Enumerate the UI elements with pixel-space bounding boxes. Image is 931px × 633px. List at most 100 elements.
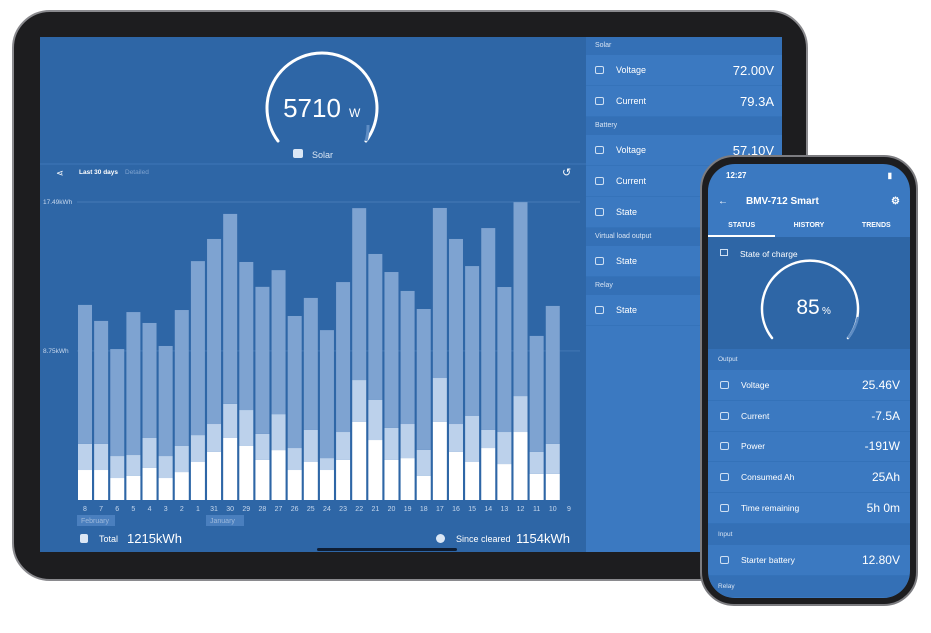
row-icon (720, 504, 729, 513)
bar-segment (529, 473, 544, 500)
soc-value: 85 (796, 296, 819, 319)
row-icon (595, 97, 604, 105)
row-value: -191W (864, 439, 900, 454)
bar-segment (94, 443, 109, 471)
tab[interactable]: Detailed (125, 169, 149, 176)
bar-segment (400, 290, 415, 425)
bar-segment (126, 475, 141, 500)
bar-segment (110, 456, 125, 479)
x-tick-label: 30 (226, 506, 234, 513)
bar-segment (432, 378, 447, 422)
value-row[interactable]: State (586, 295, 782, 326)
bar-segment (465, 416, 480, 463)
value-row[interactable]: Time remaining 5h 0m (708, 493, 910, 524)
value-row[interactable]: Voltage 57.10V (586, 135, 782, 166)
row-icon (595, 177, 604, 185)
row-label: Voltage (616, 145, 647, 155)
bar-segment (158, 478, 173, 500)
x-tick-label: 5 (131, 506, 135, 513)
bar-segment (319, 330, 334, 459)
bar-segment (336, 459, 351, 500)
gauge-value: 5710 (283, 93, 341, 123)
tab[interactable]: HISTORY (793, 222, 825, 229)
row-value: 25Ah (871, 470, 900, 485)
row-icon (720, 555, 729, 564)
tab[interactable]: STATUS (708, 216, 776, 237)
bar-segment (529, 451, 544, 474)
value-row[interactable]: Current (586, 166, 782, 197)
bar-segment (207, 451, 222, 500)
row-value: 57.10V (732, 142, 774, 158)
value-row[interactable]: Voltage 25.46V (708, 370, 910, 401)
row-label: State (616, 256, 638, 266)
bar-segment (448, 238, 463, 425)
value-row[interactable]: Current -7.5A (708, 401, 910, 432)
row-icon (720, 380, 729, 389)
x-tick-label: 1 (196, 506, 200, 513)
bar-segment (513, 432, 528, 500)
bar-segment (465, 266, 480, 417)
bar-segment (368, 399, 383, 441)
bar-segment (207, 424, 222, 452)
x-tick-label: 18 (420, 506, 428, 513)
bar-segment (142, 322, 157, 438)
row-icon (595, 146, 604, 154)
bar-segment (352, 208, 367, 381)
bar-segment (465, 462, 480, 500)
back[interactable]: ← (718, 195, 728, 207)
x-tick-label: 16 (452, 506, 460, 513)
value-row[interactable]: State (586, 197, 782, 228)
x-tick-label: 14 (484, 506, 492, 513)
x-tick-label: 31 (210, 506, 218, 513)
tab[interactable]: Last 30 days (79, 169, 119, 176)
section-header: Relay (708, 575, 910, 597)
title-bar: ← BMV-712 Smart ⚙ (708, 186, 910, 216)
value-row[interactable]: State (586, 246, 782, 277)
x-tick-label: 17 (436, 506, 444, 513)
bar-segment (336, 432, 351, 460)
value-row[interactable]: Starter battery 12.80V (708, 545, 910, 576)
bar-segment (416, 309, 431, 450)
bar-segment (368, 253, 383, 400)
bar-segment (319, 458, 334, 471)
bar-segment (513, 396, 528, 433)
bar-segment (239, 261, 254, 411)
x-tick-label: 12 (517, 506, 525, 513)
bar-segment (158, 345, 173, 457)
bar-segment (303, 297, 318, 430)
bar-segment (255, 433, 270, 460)
value-row[interactable]: Current 79.3A (586, 86, 782, 117)
value-row[interactable]: Voltage 72.00V (586, 55, 782, 86)
bar-segment (303, 462, 318, 500)
settings[interactable]: ⚙ (891, 195, 900, 207)
row-icon (595, 66, 604, 74)
row-icon (720, 411, 729, 420)
bar-segment (529, 335, 544, 452)
value-row[interactable]: Consumed Ah 25Ah (708, 462, 910, 494)
since-value: 1154kWh (516, 531, 570, 546)
bar-segment (416, 475, 431, 500)
value-row[interactable]: Power -191W (708, 432, 910, 463)
row-label: Consumed Ah (741, 472, 795, 483)
bar-segment (545, 305, 560, 444)
bar-segment (239, 410, 254, 446)
x-tick-label: 9 (567, 506, 571, 513)
bar-segment (94, 470, 109, 500)
soc-gauge: 85 % (760, 259, 860, 340)
section-header: Output (708, 349, 910, 370)
row-icon (720, 473, 729, 482)
bar-segment (207, 238, 222, 425)
bar-segment (78, 304, 92, 444)
history-icon[interactable]: ↺ (562, 167, 572, 179)
bar-segment (384, 272, 399, 428)
bar-segment (255, 286, 270, 434)
row-value: 72.00V (732, 62, 774, 78)
month-label: February (81, 518, 110, 525)
tab[interactable]: TRENDS (861, 222, 891, 229)
bar-segment (271, 414, 286, 451)
x-tick-label: 4 (148, 506, 152, 513)
x-tick-label: 10 (549, 506, 557, 513)
x-tick-label: 3 (164, 506, 168, 513)
bar-segment (287, 470, 302, 500)
